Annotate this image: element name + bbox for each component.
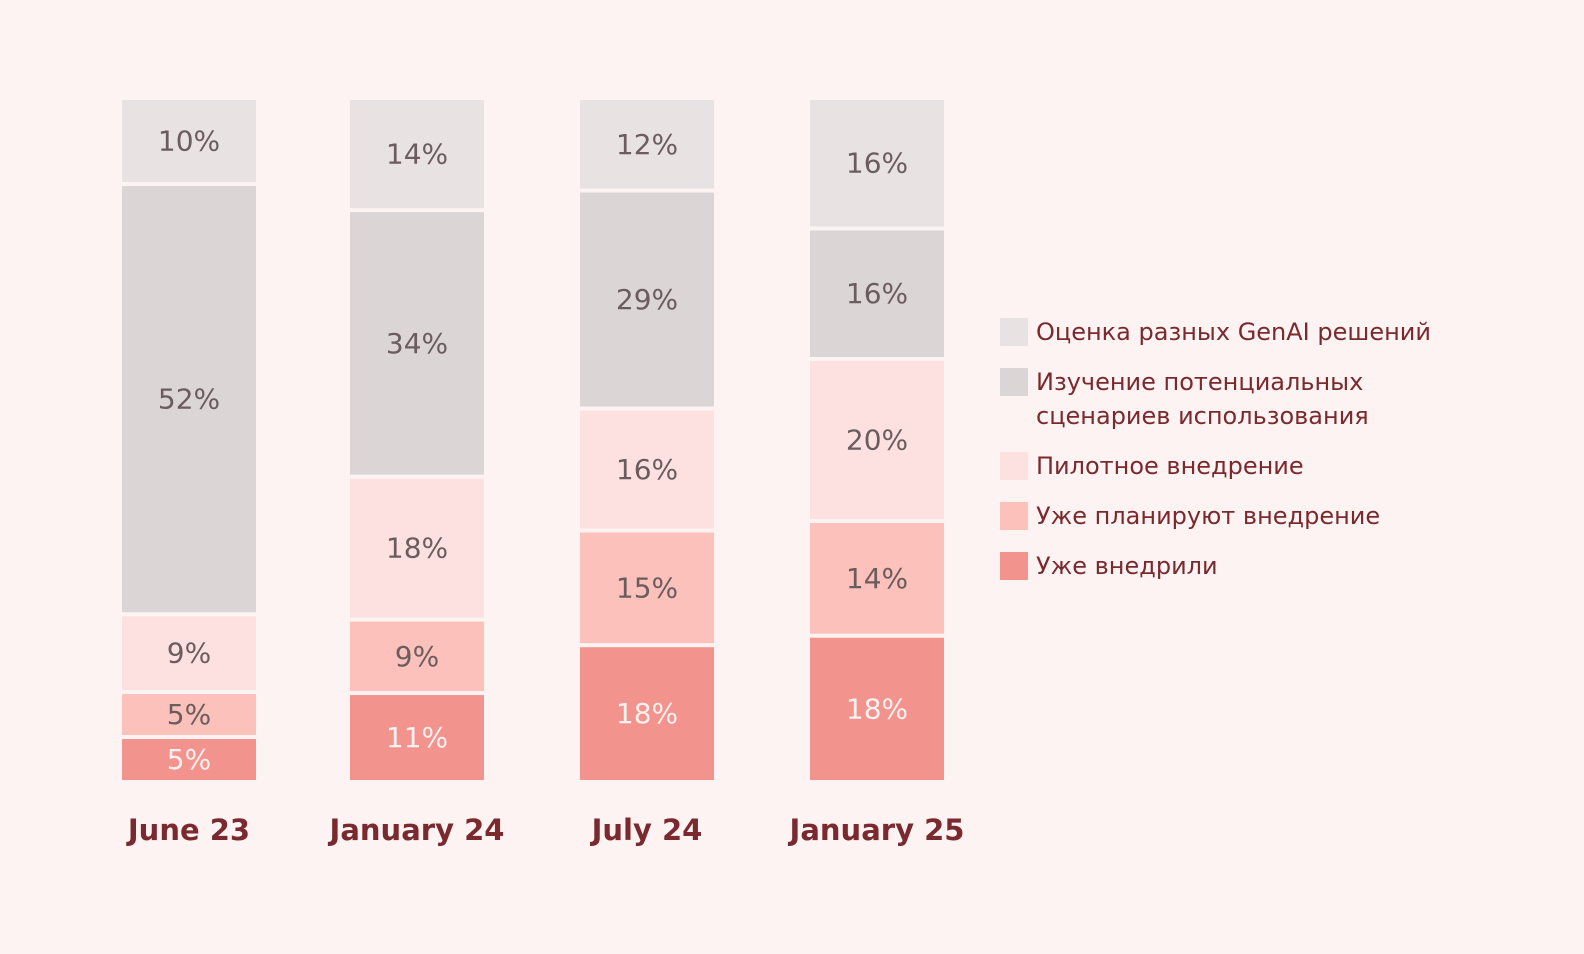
- data-label: 5%: [167, 743, 211, 776]
- bar-segment: [810, 100, 944, 227]
- legend-label: сценариев использования: [1036, 402, 1369, 430]
- bar-segment: [350, 695, 484, 780]
- data-label: 9%: [167, 637, 211, 670]
- bar-segment: [122, 185, 256, 613]
- bar-segment: [580, 410, 714, 529]
- data-label: 29%: [616, 283, 678, 316]
- legend: Оценка разных GenAI решений Изучение поте…: [1000, 318, 1431, 580]
- legend-swatch: [1000, 502, 1028, 530]
- legend-item: Оценка разных GenAI решений: [1000, 318, 1431, 346]
- legend-item: Изучение потенциальных сценариев использо…: [1000, 368, 1369, 430]
- bar-segment: [350, 478, 484, 618]
- bar-segment: [350, 621, 484, 692]
- data-label: 16%: [846, 277, 908, 310]
- bar-segment: [122, 100, 256, 182]
- legend-label: Уже внедрили: [1036, 552, 1218, 580]
- bar-segment: [122, 616, 256, 691]
- category-label: January 24: [328, 813, 505, 847]
- bars-layer: 5% 5% 9% 52% 10% 11% 9% 18% 34% 14% 18% 15% 16% 29% 12…: [122, 100, 944, 780]
- bar-segment: [580, 647, 714, 780]
- data-label: 9%: [395, 640, 439, 673]
- category-label: January 25: [788, 813, 965, 847]
- data-label: 15%: [616, 571, 678, 604]
- legend-item: Пилотное внедрение: [1000, 452, 1304, 480]
- bar-segment: [580, 100, 714, 189]
- legend-swatch: [1000, 368, 1028, 396]
- bar-segment: [350, 100, 484, 209]
- bar-segment: [810, 637, 944, 780]
- legend-label: Пилотное внедрение: [1036, 452, 1304, 480]
- data-label: 16%: [846, 147, 908, 180]
- legend-swatch: [1000, 552, 1028, 580]
- bar-segment: [122, 739, 256, 780]
- data-label: 14%: [386, 138, 448, 171]
- legend-label: Оценка разных GenAI решений: [1036, 318, 1431, 346]
- data-label: 5%: [167, 698, 211, 731]
- bar-segment: [810, 360, 944, 520]
- data-label: 11%: [386, 721, 448, 754]
- data-label: 34%: [386, 327, 448, 360]
- legend-item: Уже планируют внедрение: [1000, 502, 1380, 530]
- data-label: 16%: [616, 453, 678, 486]
- data-label: 12%: [616, 128, 678, 161]
- data-label: 18%: [846, 692, 908, 725]
- category-label: June 23: [126, 813, 250, 847]
- bar-segment: [350, 212, 484, 475]
- legend-label: Уже планируют внедрение: [1036, 502, 1380, 530]
- bar-segment: [580, 192, 714, 407]
- data-label: 18%: [386, 532, 448, 565]
- bar-segment: [810, 230, 944, 357]
- legend-swatch: [1000, 318, 1028, 346]
- category-labels: June 23 January 24 July 24 January 25: [126, 813, 965, 847]
- data-label: 52%: [158, 383, 220, 416]
- legend-label: Изучение потенциальных: [1036, 368, 1363, 396]
- bar-segment: [810, 523, 944, 634]
- bar-segment: [580, 532, 714, 644]
- legend-item: Уже внедрили: [1000, 552, 1218, 580]
- category-label: July 24: [590, 813, 703, 847]
- data-label: 18%: [616, 697, 678, 730]
- data-label: 20%: [846, 424, 908, 457]
- data-label: 10%: [158, 124, 220, 157]
- legend-swatch: [1000, 452, 1028, 480]
- data-label: 14%: [846, 562, 908, 595]
- bar-segment: [122, 694, 256, 736]
